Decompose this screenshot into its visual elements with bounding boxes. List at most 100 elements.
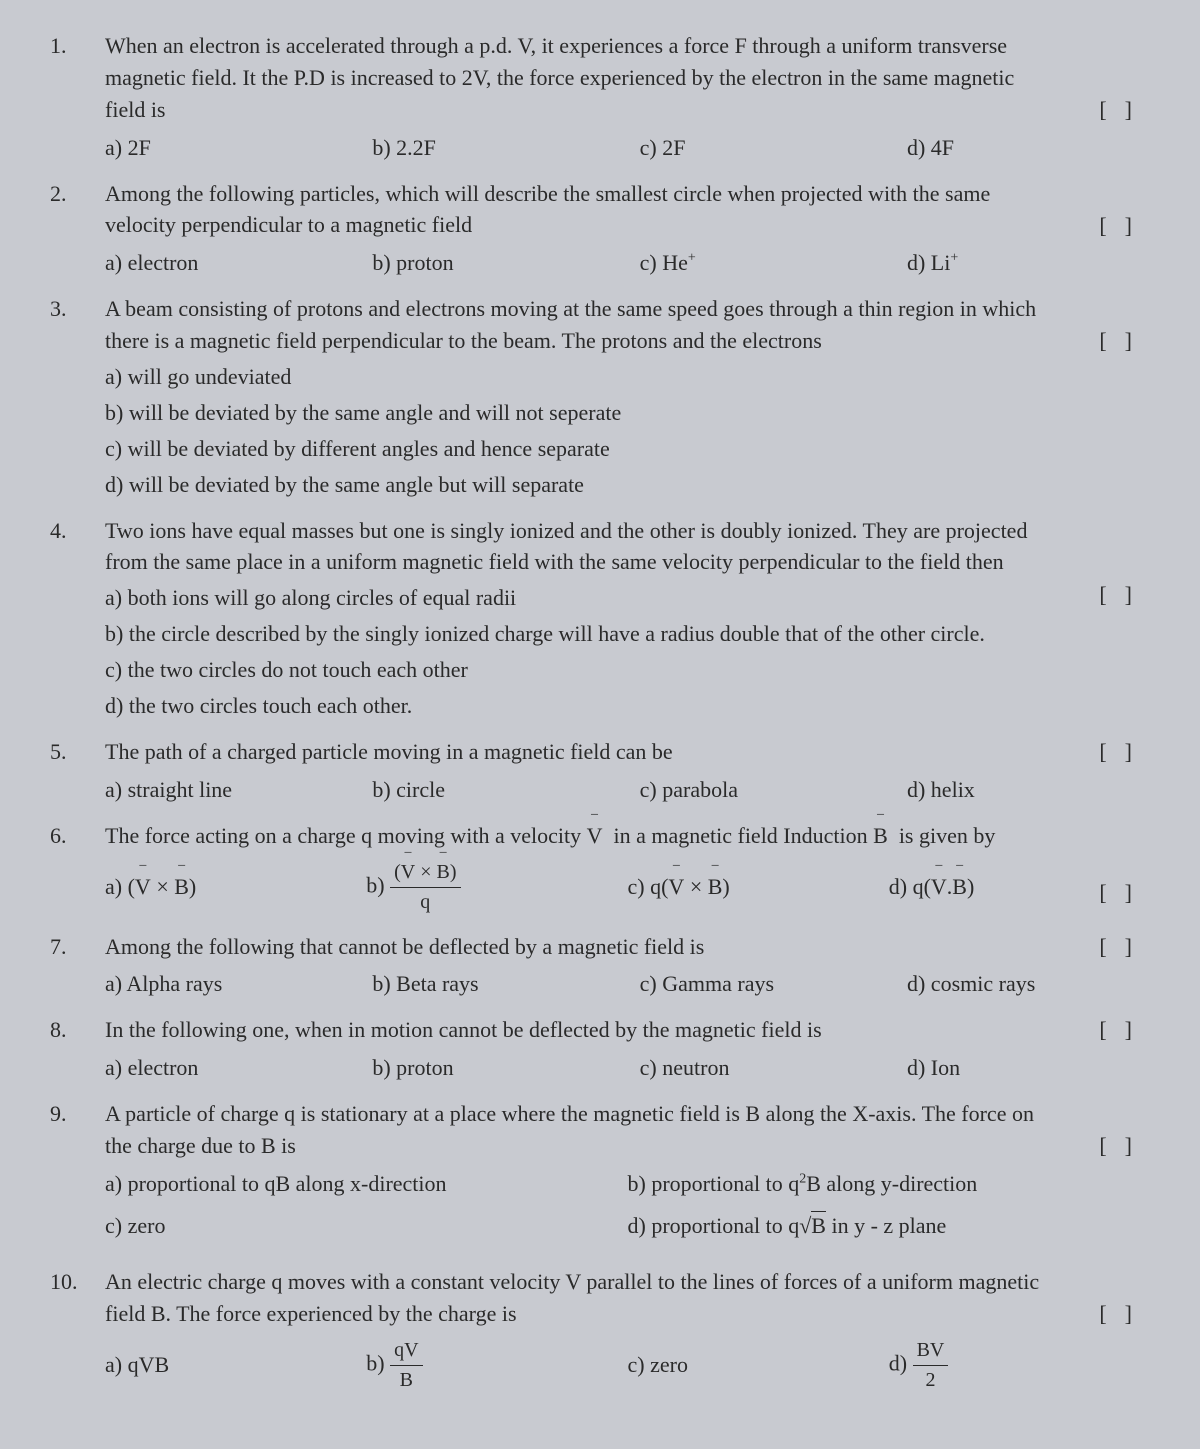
option: c) zero (105, 1210, 628, 1242)
question: 4.Two ions have equal masses but one is … (50, 515, 1150, 722)
question-number: 8. (50, 1014, 105, 1084)
answer-bracket: [] (1099, 736, 1150, 768)
question-body: The path of a charged particle moving in… (105, 736, 1150, 806)
option: b) Beta rays (372, 968, 639, 1000)
option: c) 2F (640, 132, 907, 164)
option: c) Gamma rays (640, 968, 907, 1000)
option: a) qVB (105, 1349, 366, 1381)
option: a) 2F (105, 132, 372, 164)
question-body: An electric charge q moves with a consta… (105, 1266, 1150, 1395)
answer-bracket: [] (1099, 210, 1150, 242)
option: b) 2.2F (372, 132, 639, 164)
question: 5.The path of a charged particle moving … (50, 736, 1150, 806)
option-column: b) proportional to q2B along y-direction… (628, 1168, 1151, 1252)
question: 2.Among the following particles, which w… (50, 178, 1150, 280)
option: a) both ions will go along circles of eq… (105, 582, 1150, 614)
question-number: 10. (50, 1266, 105, 1395)
option: d) 4F (907, 132, 1150, 164)
question-text: A particle of charge q is stationary at … (105, 1098, 1150, 1162)
question-number: 1. (50, 30, 105, 164)
option: a) electron (105, 247, 372, 279)
option: a) electron (105, 1052, 372, 1084)
answer-bracket: [] (1099, 94, 1150, 126)
option: c) zero (628, 1349, 889, 1381)
option: c) He+ (640, 247, 907, 279)
question-text: In the following one, when in motion can… (105, 1014, 1150, 1046)
option: b) proton (372, 247, 639, 279)
option: a) Alpha rays (105, 968, 372, 1000)
option: c) the two circles do not touch each oth… (105, 654, 1150, 686)
option: b) qVB (366, 1336, 627, 1395)
option: d) Ion (907, 1052, 1150, 1084)
question-body: The force acting on a charge q moving wi… (105, 820, 1150, 917)
option: b) the circle described by the singly io… (105, 618, 1150, 650)
question-text: An electric charge q moves with a consta… (105, 1266, 1150, 1330)
question-text: When an electron is accelerated through … (105, 30, 1150, 126)
option: d) helix (907, 774, 1150, 806)
option: b) proton (372, 1052, 639, 1084)
question-body: Among the following particles, which wil… (105, 178, 1150, 280)
option: b) (V × B)q (366, 858, 627, 917)
question: 1.When an electron is accelerated throug… (50, 30, 1150, 164)
question: 10.An electric charge q moves with a con… (50, 1266, 1150, 1395)
question-text: Among the following that cannot be defle… (105, 931, 1150, 963)
options-row: a) qVBb) qVBc) zerod) BV2 (105, 1336, 1150, 1395)
option: d) cosmic rays (907, 968, 1150, 1000)
question-body: A beam consisting of protons and electro… (105, 293, 1150, 500)
option-column: a) proportional to qB along x-direction c… (105, 1168, 628, 1252)
options-row: a) (V × B)b) (V × B)qc) q(V × B)d) q(V.B… (105, 858, 1150, 917)
options-list: a) both ions will go along circles of eq… (105, 582, 1150, 722)
question: 6.The force acting on a charge q moving … (50, 820, 1150, 917)
option: d) the two circles touch each other. (105, 690, 1150, 722)
answer-bracket: [] (1099, 1014, 1150, 1046)
option: d) Li+ (907, 247, 1150, 279)
options-two-col: a) proportional to qB along x-direction c… (105, 1168, 1150, 1252)
option: a) straight line (105, 774, 372, 806)
option: a) proportional to qB along x-direction (105, 1168, 628, 1200)
question-number: 4. (50, 515, 105, 722)
question-number: 3. (50, 293, 105, 500)
question-body: When an electron is accelerated through … (105, 30, 1150, 164)
options-row: a) straight lineb) circlec) parabolad) h… (105, 774, 1150, 806)
option: d) proportional to q√B in y - z plane (628, 1210, 1151, 1242)
question-body: Two ions have equal masses but one is si… (105, 515, 1150, 722)
question-text: The force acting on a charge q moving wi… (105, 820, 1150, 852)
question-number: 5. (50, 736, 105, 806)
question-number: 2. (50, 178, 105, 280)
option: d) will be deviated by the same angle bu… (105, 469, 1150, 501)
option: b) proportional to q2B along y-direction (628, 1168, 1151, 1200)
option: b) circle (372, 774, 639, 806)
option: b) will be deviated by the same angle an… (105, 397, 1150, 429)
answer-bracket: [] (1099, 325, 1150, 357)
option: c) parabola (640, 774, 907, 806)
question-body: Among the following that cannot be defle… (105, 931, 1150, 1001)
question-body: In the following one, when in motion can… (105, 1014, 1150, 1084)
option: a) (V × B) (105, 871, 366, 903)
answer-bracket: [] (1099, 579, 1150, 611)
question-text: A beam consisting of protons and electro… (105, 293, 1150, 357)
answer-bracket: [] (1099, 1130, 1150, 1162)
answer-bracket: [] (1099, 931, 1150, 963)
option: c) q(V × B) (628, 871, 889, 903)
question: 8.In the following one, when in motion c… (50, 1014, 1150, 1084)
question-text: Two ions have equal masses but one is si… (105, 515, 1150, 579)
question: 3.A beam consisting of protons and elect… (50, 293, 1150, 500)
answer-bracket: [] (1099, 877, 1150, 909)
options-row: a) 2Fb) 2.2Fc) 2Fd) 4F (105, 132, 1150, 164)
question-number: 7. (50, 931, 105, 1001)
option: c) will be deviated by different angles … (105, 433, 1150, 465)
question-number: 6. (50, 820, 105, 917)
question-number: 9. (50, 1098, 105, 1252)
question-text: The path of a charged particle moving in… (105, 736, 1150, 768)
question: 7.Among the following that cannot be def… (50, 931, 1150, 1001)
answer-bracket: [] (1099, 1298, 1150, 1330)
question-list: 1.When an electron is accelerated throug… (50, 30, 1150, 1395)
options-list: a) will go undeviated b) will be deviated… (105, 361, 1150, 501)
question-body: A particle of charge q is stationary at … (105, 1098, 1150, 1252)
question: 9.A particle of charge q is stationary a… (50, 1098, 1150, 1252)
option: a) will go undeviated (105, 361, 1150, 393)
options-row: a) electronb) protonc) neutrond) Ion (105, 1052, 1150, 1084)
option: d) BV2 (889, 1336, 1150, 1395)
question-text: Among the following particles, which wil… (105, 178, 1150, 242)
options-row: a) electronb) protonc) He+d) Li+ (105, 247, 1150, 279)
